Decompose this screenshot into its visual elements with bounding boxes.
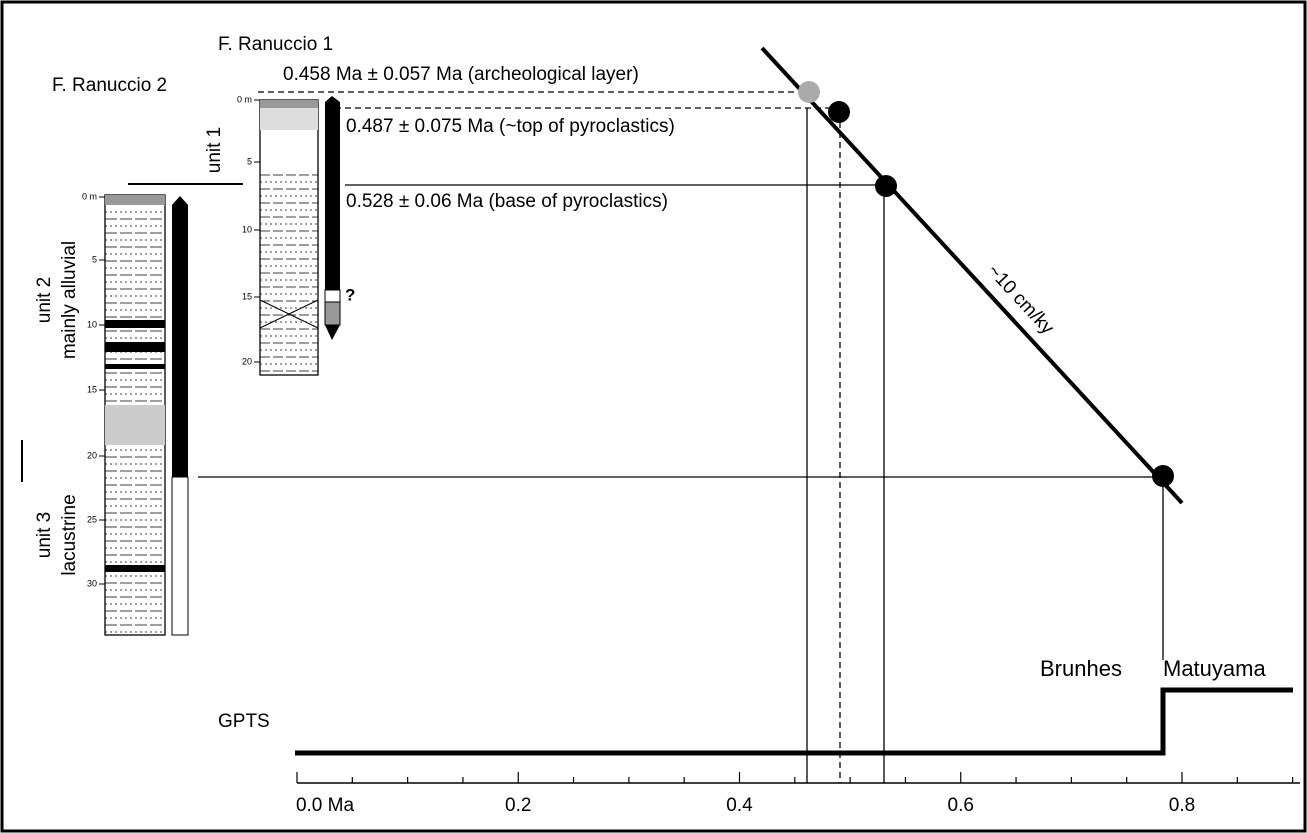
point <box>1152 465 1174 487</box>
polarity-tip <box>325 325 340 340</box>
dark-bed <box>105 320 165 328</box>
unit-desc: lacustrine <box>59 494 80 575</box>
polarity-normal <box>325 102 340 290</box>
unit-label: unit 2 <box>34 277 55 323</box>
axis-ticks: 0.0 Ma 0.2 0.4 0.6 0.8 <box>296 772 1294 816</box>
polarity-normal <box>172 205 188 477</box>
depth-label: 10 <box>242 224 252 234</box>
depth-label: 5 <box>247 156 252 166</box>
point <box>798 81 820 103</box>
depth-label: 10 <box>87 319 97 329</box>
chron-label: Matuyama <box>1163 656 1266 681</box>
depth-label: 30 <box>87 578 97 588</box>
polarity-tip <box>172 196 188 205</box>
age-label: 0.458 Ma ± 0.057 Ma (archeological layer… <box>283 64 639 85</box>
gpts-label: GPTS <box>218 711 270 732</box>
dark-bed <box>105 342 165 352</box>
dark-bed <box>105 364 165 369</box>
axis-tick-label: 0.8 <box>1169 795 1195 816</box>
point <box>828 101 850 123</box>
chron-label: Brunhes <box>1040 656 1122 681</box>
cross <box>259 299 319 329</box>
rate-line <box>760 46 1184 505</box>
columns: 0 m 5 10 15 20 0 m 5 10 15 20 25 30 <box>82 94 341 636</box>
hatch-top <box>260 100 318 108</box>
depth-label: 25 <box>87 514 97 524</box>
axis-tick-label: 0.0 Ma <box>296 795 355 816</box>
axis-tick-label: 0.2 <box>505 795 531 816</box>
depth-label: 20 <box>242 356 252 366</box>
axis-tick-label: 0.4 <box>726 795 753 816</box>
age-label: 0.528 ± 0.06 Ma (base of pyroclastics) <box>346 191 668 212</box>
depth-label: 15 <box>87 384 97 394</box>
title: F. Ranuccio 2 <box>52 75 167 96</box>
point <box>875 175 897 197</box>
polarity-reverse <box>171 476 189 636</box>
unit-label: unit 3 <box>34 512 55 558</box>
dark-bed <box>105 565 165 572</box>
depth-label: 0 m <box>237 94 252 104</box>
hatch-top <box>105 195 165 205</box>
unit-label: unit 1 <box>204 127 225 173</box>
polarity-unknown <box>324 289 341 303</box>
depth-label: 15 <box>242 291 252 301</box>
stipple <box>105 405 165 445</box>
polarity-tip <box>325 96 340 102</box>
depth-label: 5 <box>92 254 97 264</box>
title: F. Ranuccio 1 <box>218 34 333 55</box>
gpts-bar <box>295 687 1293 756</box>
log-column <box>259 99 319 376</box>
depth-label: 20 <box>87 450 97 460</box>
unit-desc: mainly alluvial <box>59 241 80 359</box>
query: ? <box>345 285 355 304</box>
depth-label: 0 m <box>82 191 97 201</box>
stipple <box>260 108 318 130</box>
axis-tick-label: 0.6 <box>948 795 974 816</box>
polarity-gray <box>324 301 341 326</box>
age-label: 0.487 ± 0.075 Ma (~top of pyroclastics) <box>346 116 675 137</box>
